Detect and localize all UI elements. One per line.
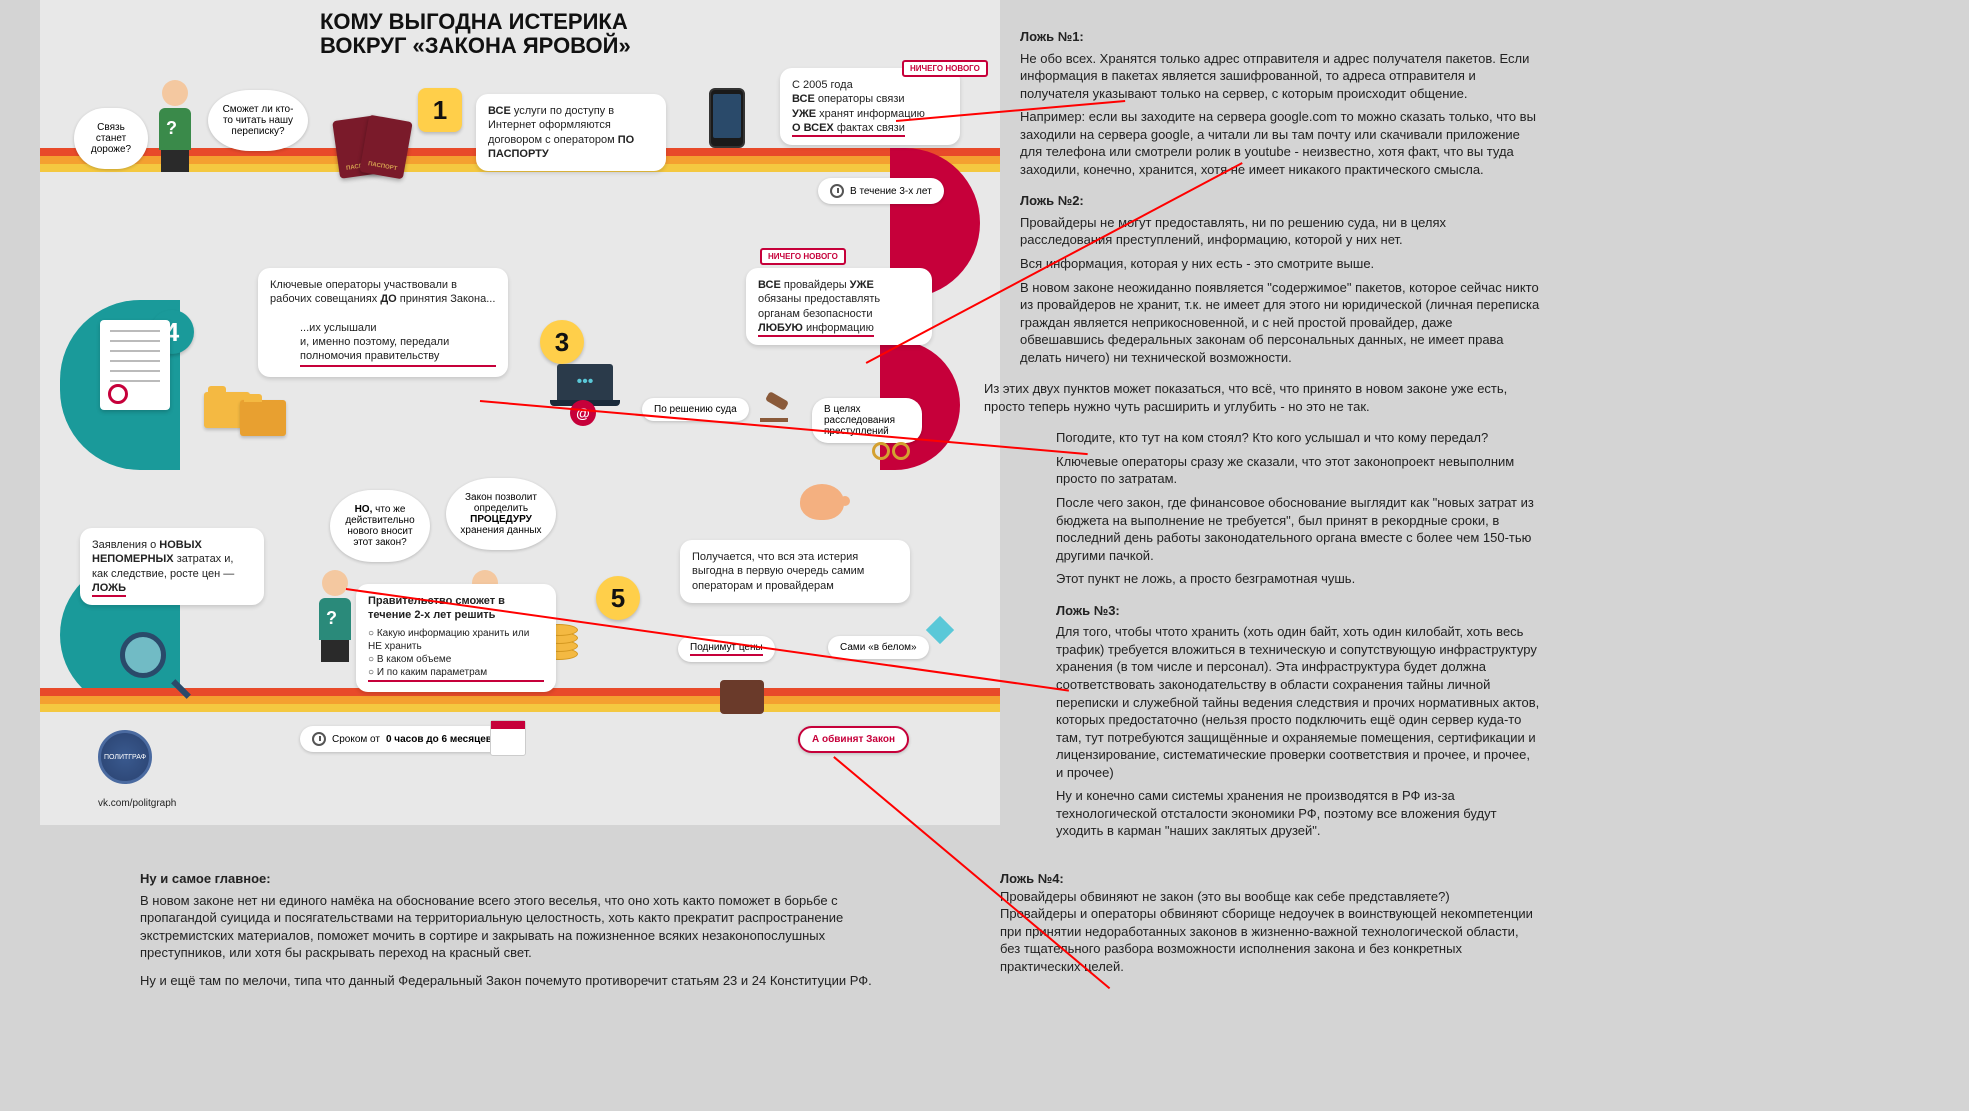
clock-icon	[312, 732, 326, 746]
pill-prices: Поднимут цены	[678, 636, 775, 662]
box-step2: С 2005 года ВСЕ операторы связи УЖЕ хран…	[780, 68, 960, 145]
bullet-item: В каком объеме	[368, 653, 544, 666]
folder-icon	[240, 400, 286, 436]
tag-nothing-new-1: НИЧЕГО НОВОГО	[902, 60, 988, 77]
box-step4: Заявления о НОВЫХ НЕПОМЕРНЫХ затратах и,…	[80, 528, 264, 605]
calendar-icon	[490, 720, 526, 756]
speech-bubble-4: Закон позволит определить ПРОЦЕДУРУ хран…	[446, 478, 556, 550]
bullet-item: И по каким параметрам	[368, 666, 544, 682]
mid-text3: После чего закон, где финансовое обоснов…	[1056, 494, 1540, 564]
document-icon	[100, 320, 170, 410]
box-step5: Правительство сможет в течение 2-х лет р…	[356, 584, 556, 692]
pill-sami: Сами «в белом»	[828, 636, 929, 659]
speech-bubble-1: Связь станет дороже?	[74, 108, 148, 169]
lie4-title: Ложь №4:	[1000, 870, 1540, 888]
stripe-row2-3	[40, 704, 1000, 712]
clock-icon	[830, 184, 844, 198]
bottom-summary: Ну и самое главное: В новом законе нет н…	[140, 870, 900, 989]
lie2-text3: В новом законе неожиданно появляется "со…	[1020, 279, 1540, 367]
bottom-p1: В новом законе нет ни единого намёка на …	[140, 892, 900, 962]
lie2-text: Провайдеры не могут предоставлять, ни по…	[1020, 214, 1540, 249]
bridge-text: Из этих двух пунктов может показаться, ч…	[984, 380, 1540, 415]
lie3-title: Ложь №3:	[1056, 602, 1540, 620]
speech-bubble-2: Сможет ли кто-то читать нашу переписку?	[208, 90, 308, 151]
vk-link[interactable]: vk.com/politgraph	[98, 798, 176, 809]
bullet-item: Какую информацию хранить или НЕ хранить	[368, 627, 544, 653]
diamond-icon	[926, 616, 954, 644]
pill-court: По решению суда	[642, 398, 749, 421]
lie2-title: Ложь №2:	[1020, 192, 1540, 210]
box-step3b: ВСЕ провайдеры УЖЕ обязаны предоставлять…	[746, 268, 932, 345]
box-step1: ВСЕ услуги по доступу в Интернет оформля…	[476, 94, 666, 171]
step-number-3: 3	[540, 320, 584, 364]
bottom-title: Ну и самое главное:	[140, 870, 900, 888]
box-step6: Получается, что вся эта истерия выгодна …	[680, 540, 910, 603]
pill-blame: А обвинят Закон	[798, 726, 909, 753]
pill-srok: Сроком от 0 часов до 6 месяцев!	[300, 726, 507, 752]
commentary-column: Ложь №1: Не обо всех. Хранятся только ад…	[1020, 14, 1540, 846]
question-mark-icon: ?	[166, 118, 177, 139]
character-2: ?	[310, 570, 360, 660]
speech-text: Сможет ли кто-то читать нашу переписку?	[223, 104, 294, 137]
title-line-1: КОМУ ВЫГОДНА ИСТЕРИКА	[320, 9, 628, 34]
piggy-bank-icon	[800, 484, 844, 520]
speech-text: Связь станет дороже?	[91, 122, 131, 155]
lie1-title: Ложь №1:	[1020, 28, 1540, 46]
step-number-5: 5	[596, 576, 640, 620]
step-number-1: 1	[418, 88, 462, 132]
pill-3years: В течение 3-х лет	[818, 178, 944, 204]
main-title: КОМУ ВЫГОДНА ИСТЕРИКА ВОКРУГ «ЗАКОНА ЯРО…	[320, 10, 631, 58]
mid-text4: Этот пункт не ложь, а просто безграмотна…	[1056, 570, 1540, 588]
lie2-text2: Вся информация, которая у них есть - это…	[1020, 255, 1540, 273]
seal-logo: ПОЛИТГРАФ	[98, 730, 152, 784]
box-step3a: Ключевые операторы участвовали в рабочих…	[258, 268, 508, 377]
question-mark-icon: ?	[326, 608, 337, 629]
lie3-text: Для того, чтобы чтото хранить (хоть один…	[1056, 623, 1540, 781]
lie4-text1: Провайдеры обвиняют не закон (это вы воо…	[1000, 888, 1540, 906]
lie4-block: Ложь №4: Провайдеры обвиняют не закон (э…	[1000, 870, 1540, 975]
bottom-p2: Ну и ещё там по мелочи, типа что данный …	[140, 972, 900, 990]
character-1: ?	[150, 80, 200, 170]
gavel-icon	[760, 392, 796, 422]
lie1-text: Не обо всех. Хранятся только адрес отпра…	[1020, 50, 1540, 103]
handcuffs-icon	[872, 442, 912, 466]
infographic-panel: КОМУ ВЫГОДНА ИСТЕРИКА ВОКРУГ «ЗАКОНА ЯРО…	[40, 0, 1000, 825]
mid-text1: Погодите, кто тут на ком стоял? Кто кого…	[1056, 429, 1540, 447]
speech-bubble-3: НО, что же действительно нового вносит э…	[330, 490, 430, 562]
magnifier-icon	[120, 632, 180, 692]
mid-text2: Ключевые операторы сразу же сказали, что…	[1056, 453, 1540, 488]
lie1-text2: Например: если вы заходите на сервера go…	[1020, 108, 1540, 178]
tag-nothing-new-2: НИЧЕГО НОВОГО	[760, 248, 846, 265]
phone-icon	[702, 88, 752, 168]
wallet-icon	[720, 680, 764, 714]
title-line-2: ВОКРУГ «ЗАКОНА ЯРОВОЙ»	[320, 33, 631, 58]
lie3-text2: Ну и конечно сами системы хранения не пр…	[1056, 787, 1540, 840]
